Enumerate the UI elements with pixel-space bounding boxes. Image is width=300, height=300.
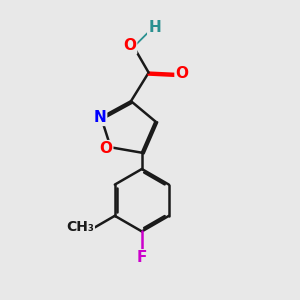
Text: O: O <box>123 38 136 53</box>
Text: H: H <box>148 20 161 34</box>
Text: O: O <box>176 67 188 82</box>
Text: F: F <box>137 250 147 265</box>
Text: O: O <box>99 141 112 156</box>
Text: N: N <box>93 110 106 125</box>
Text: CH₃: CH₃ <box>66 220 94 234</box>
